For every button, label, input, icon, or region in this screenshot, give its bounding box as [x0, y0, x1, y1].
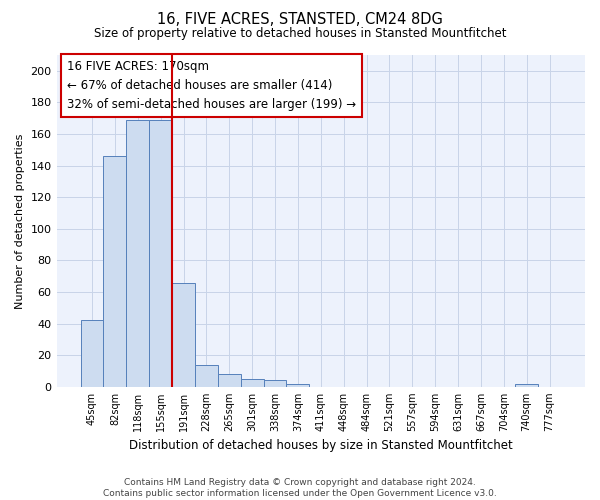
Bar: [103, 156, 127, 387]
Bar: [172, 282, 195, 387]
Bar: [127, 120, 149, 387]
Bar: [149, 120, 172, 387]
Bar: [241, 379, 263, 387]
Y-axis label: Number of detached properties: Number of detached properties: [15, 133, 25, 308]
Text: 16, FIVE ACRES, STANSTED, CM24 8DG: 16, FIVE ACRES, STANSTED, CM24 8DG: [157, 12, 443, 28]
Text: Size of property relative to detached houses in Stansted Mountfitchet: Size of property relative to detached ho…: [94, 28, 506, 40]
Bar: [80, 320, 103, 387]
Bar: [515, 384, 538, 387]
X-axis label: Distribution of detached houses by size in Stansted Mountfitchet: Distribution of detached houses by size …: [129, 440, 512, 452]
Text: Contains HM Land Registry data © Crown copyright and database right 2024.
Contai: Contains HM Land Registry data © Crown c…: [103, 478, 497, 498]
Bar: [195, 364, 218, 387]
Text: 16 FIVE ACRES: 170sqm
← 67% of detached houses are smaller (414)
32% of semi-det: 16 FIVE ACRES: 170sqm ← 67% of detached …: [67, 60, 356, 111]
Bar: [263, 380, 286, 387]
Bar: [218, 374, 241, 387]
Bar: [286, 384, 310, 387]
